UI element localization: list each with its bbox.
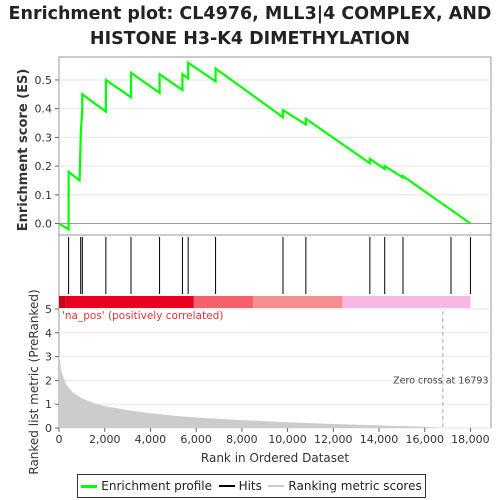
metric-x-tick-label: 18,000 xyxy=(451,433,490,446)
es-tick-label: 0.4 xyxy=(35,103,53,116)
heat-segment xyxy=(342,296,471,308)
metric-x-tick-label: 8,000 xyxy=(226,433,258,446)
metric-x-tick-label: 6,000 xyxy=(180,433,212,446)
metric-y-tick-label: 1 xyxy=(45,398,52,411)
legend: Enrichment profile Hits Ranking metric s… xyxy=(77,474,426,498)
metric-x-tick-label: 0 xyxy=(56,433,63,446)
legend-swatch-ranking xyxy=(268,485,285,487)
heat-segment xyxy=(253,296,343,308)
metric-x-tick-label: 12,000 xyxy=(314,433,353,446)
metric-y-tick-label: 2 xyxy=(45,374,52,387)
metric-x-ticks: 0 2,000 4,000 6,000 8,000 10,000 12,000 14,000 1… xyxy=(56,428,490,446)
metric-y-ticks: 0 1 2 3 4 5 xyxy=(45,303,59,435)
metric-x-tick-label: 2,000 xyxy=(89,433,121,446)
metric-panel-frame xyxy=(58,308,492,429)
legend-swatch-enrichment xyxy=(81,484,98,488)
metric-y-tick-label: 3 xyxy=(45,351,52,364)
metric-x-tick-label: 4,000 xyxy=(135,433,167,446)
es-tick-label: 0.5 xyxy=(35,74,53,87)
metric-y-tick-label: 5 xyxy=(45,303,52,316)
metric-y-axis-label: Ranked list metric (PreRanked) xyxy=(27,289,41,474)
chart-title: Enrichment plot: CL4976, MLL3|4 COMPLEX,… xyxy=(0,2,500,52)
legend-label-ranking: Ranking metric scores xyxy=(288,479,422,493)
heat-segment xyxy=(59,296,66,308)
metric-x-tick-label: 16,000 xyxy=(405,433,444,446)
legend-item-ranking: Ranking metric scores xyxy=(268,479,422,493)
title-line-2: HISTONE H3-K4 DIMETHYLATION xyxy=(89,29,411,49)
es-tick-label: 0.2 xyxy=(35,160,53,173)
es-curve xyxy=(58,60,472,232)
legend-item-enrichment: Enrichment profile xyxy=(81,479,212,493)
hit-markers xyxy=(68,237,471,294)
zero-cross-label: Zero cross at 16793 xyxy=(393,375,488,386)
legend-label-enrichment: Enrichment profile xyxy=(101,479,213,493)
legend-item-hits: Hits xyxy=(218,479,262,493)
positive-correlation-label: 'na_pos' (positively correlated) xyxy=(62,310,223,322)
metric-y-tick-label: 4 xyxy=(45,327,52,340)
legend-label-hits: Hits xyxy=(238,479,262,493)
es-y-ticks: 0.0 0.1 0.2 0.3 0.4 0.5 xyxy=(35,74,59,231)
metric-y-tick-label: 0 xyxy=(45,422,52,435)
es-panel-frame xyxy=(58,56,492,236)
metric-x-tick-label: 10,000 xyxy=(268,433,307,446)
es-tick-label: 0.1 xyxy=(35,189,53,202)
metric-x-tick-label: 14,000 xyxy=(360,433,399,446)
rank-heat-strip xyxy=(59,296,471,308)
metric-area xyxy=(59,354,443,428)
heat-segment xyxy=(65,296,194,308)
es-y-axis-label: Enrichment score (ES) xyxy=(16,69,31,232)
metric-x-axis-label: Rank in Ordered Dataset xyxy=(201,451,349,465)
legend-swatch-hits xyxy=(218,485,235,487)
es-tick-label: 0.3 xyxy=(35,131,53,144)
title-line-1: Enrichment plot: CL4976, MLL3|4 COMPLEX,… xyxy=(8,4,492,24)
es-tick-label: 0.0 xyxy=(35,218,53,231)
heat-segment xyxy=(193,296,254,308)
